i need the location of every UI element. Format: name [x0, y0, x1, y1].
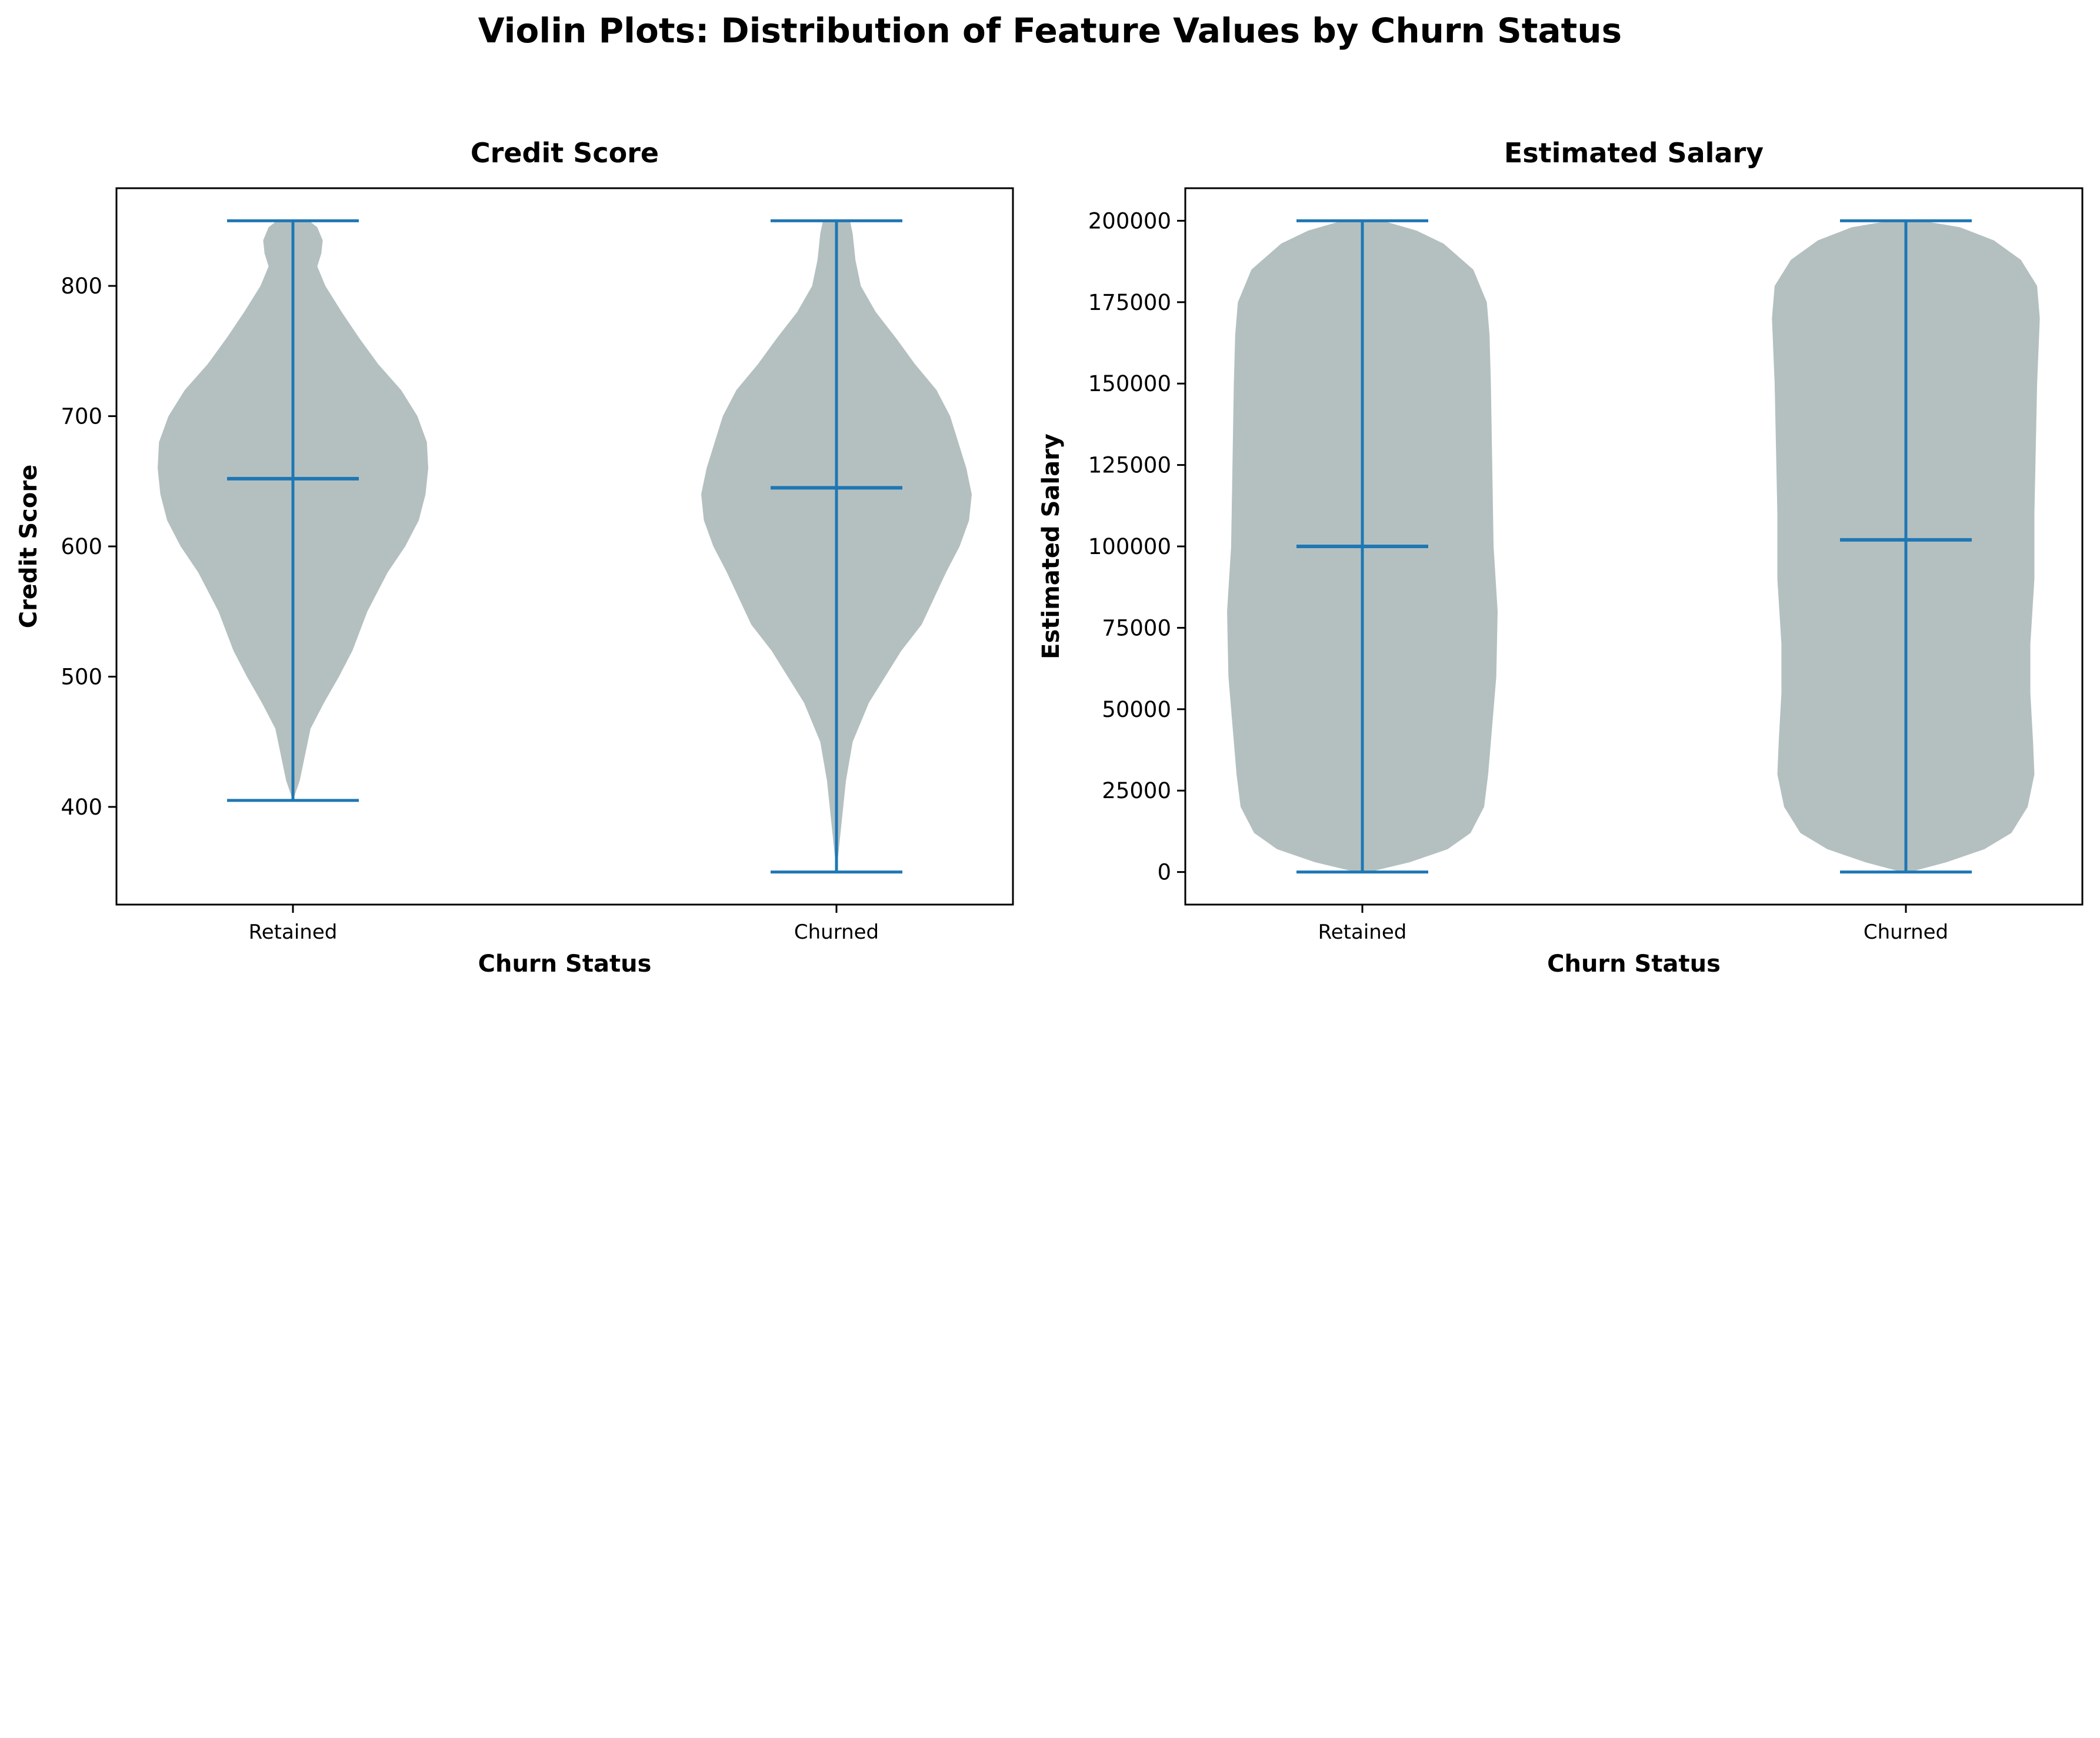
credit-score-xlabel: Churn Status — [478, 950, 652, 978]
estimated-salary-ytick-label: 125000 — [1088, 453, 1171, 478]
estimated-salary-title: Estimated Salary — [1504, 137, 1764, 169]
estimated-salary-ytick-label: 175000 — [1088, 290, 1171, 315]
credit-score-ytick-label: 800 — [61, 273, 102, 299]
estimated-salary-ytick-label: 50000 — [1102, 697, 1171, 722]
estimated-salary-ytick-label: 100000 — [1088, 534, 1171, 559]
estimated-salary-xtick-label: Retained — [1318, 920, 1407, 944]
estimated-salary-ytick-label: 0 — [1157, 860, 1171, 885]
credit-score-ytick-label: 500 — [61, 664, 102, 689]
credit-score-title: Credit Score — [471, 137, 659, 169]
figure-title: Violin Plots: Distribution of Feature Va… — [478, 11, 1622, 51]
estimated-salary-ylabel: Estimated Salary — [1038, 433, 1065, 659]
estimated-salary-xlabel: Churn Status — [1547, 950, 1721, 978]
estimated-salary-panel: Estimated Salary 0 25000 50000 75000 100000 12… — [1038, 137, 2084, 978]
estimated-salary-ytick-label: 75000 — [1102, 615, 1171, 641]
credit-score-xtick-label: Churned — [794, 920, 879, 944]
credit-score-ylabel: Credit Score — [15, 465, 42, 628]
estimated-salary-xtick-label: Churned — [1864, 920, 1948, 944]
credit-score-ytick-label: 600 — [61, 534, 102, 559]
credit-score-panel: Credit Score 400 500 600 700 800 Retained Churn… — [15, 137, 1014, 978]
estimated-salary-ytick-label: 25000 — [1102, 778, 1171, 803]
credit-score-xtick-label: Retained — [249, 920, 338, 944]
estimated-salary-ytick-label: 200000 — [1088, 208, 1171, 233]
credit-score-ytick-label: 400 — [61, 795, 102, 820]
estimated-salary-ytick-label: 150000 — [1088, 371, 1171, 396]
credit-score-ytick-label: 700 — [61, 404, 102, 429]
